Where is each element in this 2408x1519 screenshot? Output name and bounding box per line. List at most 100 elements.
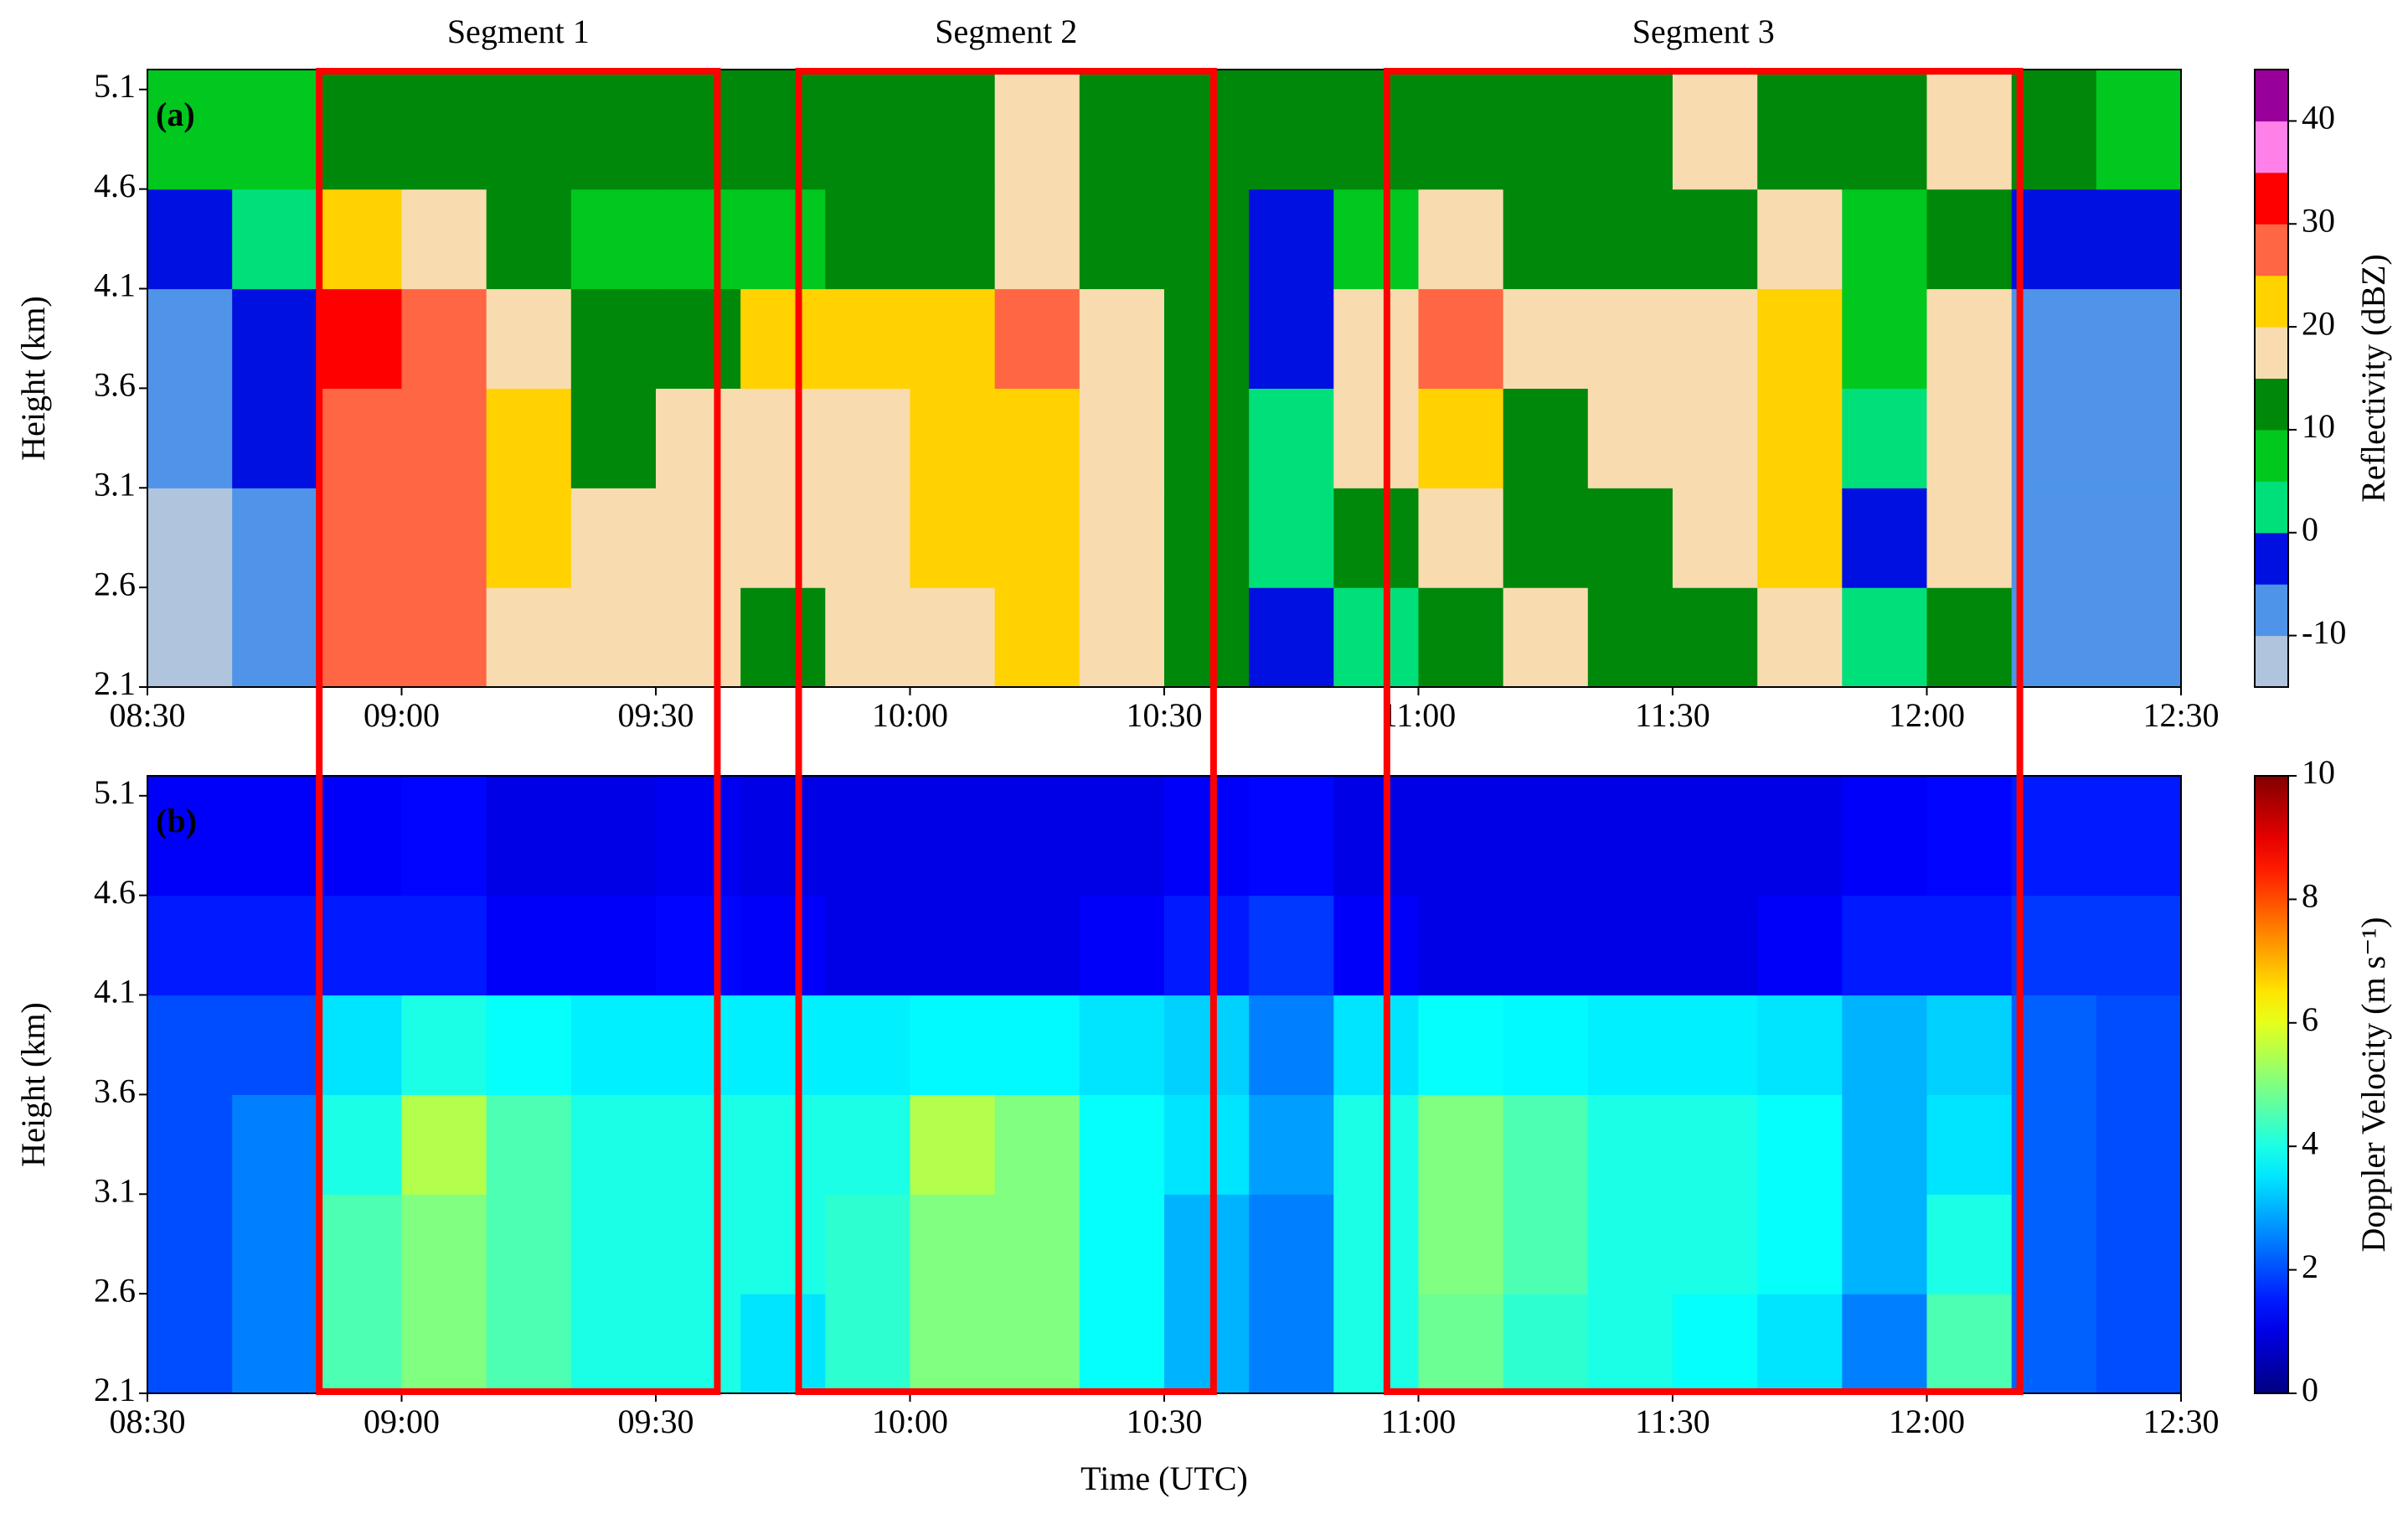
heatmap-cell xyxy=(1757,388,1843,488)
heatmap-cell xyxy=(740,587,826,688)
heatmap-cell xyxy=(1926,1194,2013,1294)
heatmap-cell xyxy=(1503,388,1589,488)
heatmap-cell xyxy=(740,1194,826,1294)
heatmap-cell xyxy=(1503,587,1589,688)
heatmap-cell xyxy=(1249,1194,1334,1294)
heatmap-cell xyxy=(1503,1094,1589,1195)
colorbar-segment xyxy=(2255,275,2288,328)
heatmap-cell xyxy=(1673,895,1758,996)
heatmap-cell xyxy=(1079,1194,1165,1294)
heatmap-cell xyxy=(1842,189,1928,290)
heatmap-cell xyxy=(2096,587,2182,688)
heatmap-cell xyxy=(147,488,233,588)
x-tick-label: 12:30 xyxy=(2142,696,2219,734)
heatmap-cell xyxy=(1842,388,1928,488)
heatmap-cell xyxy=(1079,995,1165,1095)
heatmap-cell xyxy=(147,587,233,688)
heatmap-cell xyxy=(486,288,572,389)
heatmap-cell xyxy=(232,189,317,290)
heatmap-cell xyxy=(994,189,1080,290)
heatmap-cell xyxy=(2011,1094,2097,1195)
heatmap-cell xyxy=(994,995,1080,1095)
heatmap-cell xyxy=(1503,189,1589,290)
x-tick-label: 09:30 xyxy=(617,1403,694,1440)
heatmap-cell xyxy=(656,1094,741,1195)
heatmap-cell xyxy=(1164,895,1250,996)
heatmap-cell xyxy=(910,1094,996,1195)
heatmap-cell xyxy=(570,587,657,688)
colorbar-tick-label: 0 xyxy=(2302,1371,2318,1408)
heatmap-cell xyxy=(1757,1294,1843,1394)
x-tick-label: 10:30 xyxy=(1126,1403,1202,1440)
y-axis-label: Height (km) xyxy=(14,1002,52,1167)
heatmap-cell xyxy=(1587,189,1673,290)
heatmap-cell xyxy=(486,995,572,1095)
colorbar-label: Reflectivity (dBZ) xyxy=(2354,254,2392,503)
heatmap-cell xyxy=(2096,1194,2182,1294)
heatmap-cell xyxy=(1673,587,1758,688)
heatmap-cell xyxy=(486,189,572,290)
heatmap-cell xyxy=(317,895,403,996)
heatmap-cell xyxy=(2011,189,2097,290)
heatmap-cell xyxy=(317,70,403,190)
y-tick-label: 2.6 xyxy=(94,565,136,602)
heatmap-cell xyxy=(232,895,317,996)
heatmap-cell xyxy=(1079,388,1165,488)
x-tick-label: 10:30 xyxy=(1126,696,1202,734)
heatmap-cell xyxy=(740,776,826,896)
heatmap-cell xyxy=(1164,995,1250,1095)
heatmap-cell xyxy=(401,488,487,588)
heatmap-cell xyxy=(570,995,657,1095)
heatmap-cell xyxy=(1673,1194,1758,1294)
heatmap-cell xyxy=(232,1194,317,1294)
heatmap-cell xyxy=(1418,1194,1504,1294)
heatmap-cell xyxy=(825,488,911,588)
heatmap-cell xyxy=(656,776,741,896)
heatmap-cell xyxy=(1418,189,1504,290)
heatmap-cell xyxy=(1673,388,1758,488)
heatmap-cell xyxy=(825,587,911,688)
heatmap-cell xyxy=(1926,587,2013,688)
colorbar-tick-label: 10 xyxy=(2302,407,2335,445)
heatmap-cell xyxy=(1249,388,1334,488)
heatmap-cell xyxy=(1842,70,1928,190)
heatmap-cell xyxy=(1333,587,1420,688)
heatmap-cell xyxy=(317,776,403,896)
heatmap-cell xyxy=(910,189,996,290)
heatmap-cell xyxy=(1587,288,1673,389)
y-tick-label: 4.6 xyxy=(94,167,136,204)
heatmap-cell xyxy=(1418,995,1504,1095)
heatmap-cell xyxy=(1249,587,1334,688)
heatmap-cell xyxy=(1164,70,1250,190)
heatmap-cell xyxy=(147,895,233,996)
heatmap-cell xyxy=(1418,70,1504,190)
heatmap-cell xyxy=(1673,776,1758,896)
heatmap-cell xyxy=(401,587,487,688)
heatmap-cell xyxy=(1079,1094,1165,1195)
heatmap-cell xyxy=(486,488,572,588)
heatmap-cell xyxy=(1587,488,1673,588)
x-tick-label: 09:00 xyxy=(364,1403,440,1440)
heatmap-cell xyxy=(994,488,1080,588)
heatmap-cell xyxy=(147,1294,233,1394)
heatmap-cell xyxy=(1164,1294,1250,1394)
heatmap-cell xyxy=(401,288,487,389)
heatmap-cell xyxy=(825,288,911,389)
colorbar-tick-label: 10 xyxy=(2302,753,2335,791)
heatmap-cell xyxy=(1079,1294,1165,1394)
x-tick-label: 08:30 xyxy=(109,696,185,734)
y-tick-label: 2.6 xyxy=(94,1271,136,1309)
y-tick-label: 3.6 xyxy=(94,1072,136,1110)
heatmap-cell xyxy=(1842,288,1928,389)
heatmap-cell xyxy=(1757,776,1843,896)
heatmap-cell xyxy=(570,189,657,290)
heatmap-cell xyxy=(825,70,911,190)
heatmap-cell xyxy=(825,776,911,896)
heatmap-cell xyxy=(1673,1094,1758,1195)
heatmap-cell xyxy=(994,776,1080,896)
x-tick-label: 10:00 xyxy=(872,1403,948,1440)
heatmap-cell xyxy=(1418,1294,1504,1394)
heatmap-cell xyxy=(825,1094,911,1195)
heatmap-cell xyxy=(1842,895,1928,996)
heatmap-cell xyxy=(1249,1294,1334,1394)
